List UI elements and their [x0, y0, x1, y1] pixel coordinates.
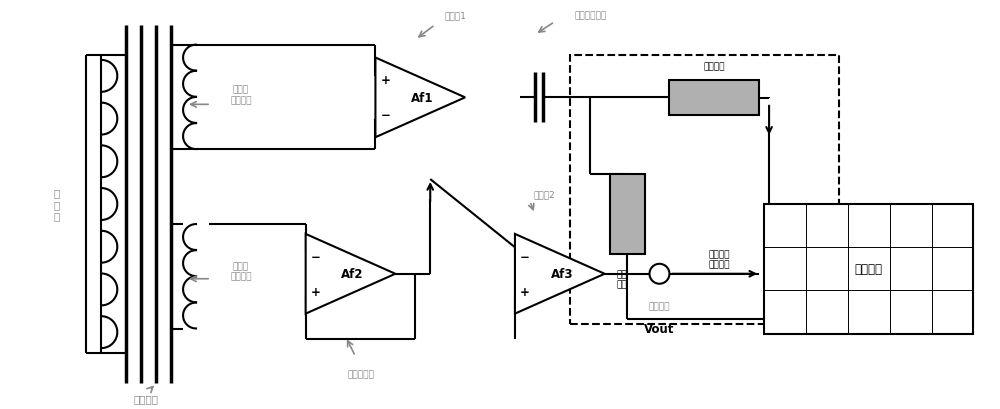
Text: 计算单元: 计算单元: [855, 263, 883, 276]
Text: −: −: [520, 250, 530, 263]
Text: 放大器2: 放大器2: [534, 190, 556, 199]
Text: −: −: [311, 250, 321, 263]
Text: 电压输出: 电压输出: [649, 301, 670, 310]
Text: Af3: Af3: [551, 267, 573, 281]
Polygon shape: [306, 234, 395, 314]
Text: 反向放大器: 反向放大器: [347, 369, 374, 378]
Polygon shape: [515, 234, 605, 314]
Bar: [764, 204, 973, 334]
Bar: [610, 175, 645, 254]
Text: Af2: Af2: [341, 267, 364, 281]
Text: −: −: [380, 109, 390, 122]
Text: Vout: Vout: [644, 322, 675, 335]
Polygon shape: [375, 58, 465, 138]
Text: 零磁通
补偿绕组: 零磁通 补偿绕组: [230, 261, 252, 281]
Text: 转换
电阻: 转换 电阻: [617, 270, 627, 289]
Text: 动态压流
转换电路: 动态压流 转换电路: [709, 249, 730, 269]
Text: 零磁通
检测绕组: 零磁通 检测绕组: [230, 85, 252, 105]
Text: Af1: Af1: [411, 92, 434, 105]
Text: 放大器1: 放大器1: [444, 11, 466, 20]
Circle shape: [649, 264, 669, 284]
Text: 直流滤波单元: 直流滤波单元: [575, 11, 607, 20]
Text: 一
次
侧: 一 次 侧: [53, 188, 60, 221]
Text: 分流电阻: 分流电阻: [704, 62, 725, 71]
Bar: [570, 55, 839, 324]
Bar: [669, 81, 759, 116]
Text: +: +: [520, 285, 530, 298]
Text: +: +: [311, 285, 321, 298]
Text: +: +: [380, 74, 390, 87]
Text: 检测铁芯: 检测铁芯: [134, 393, 159, 403]
